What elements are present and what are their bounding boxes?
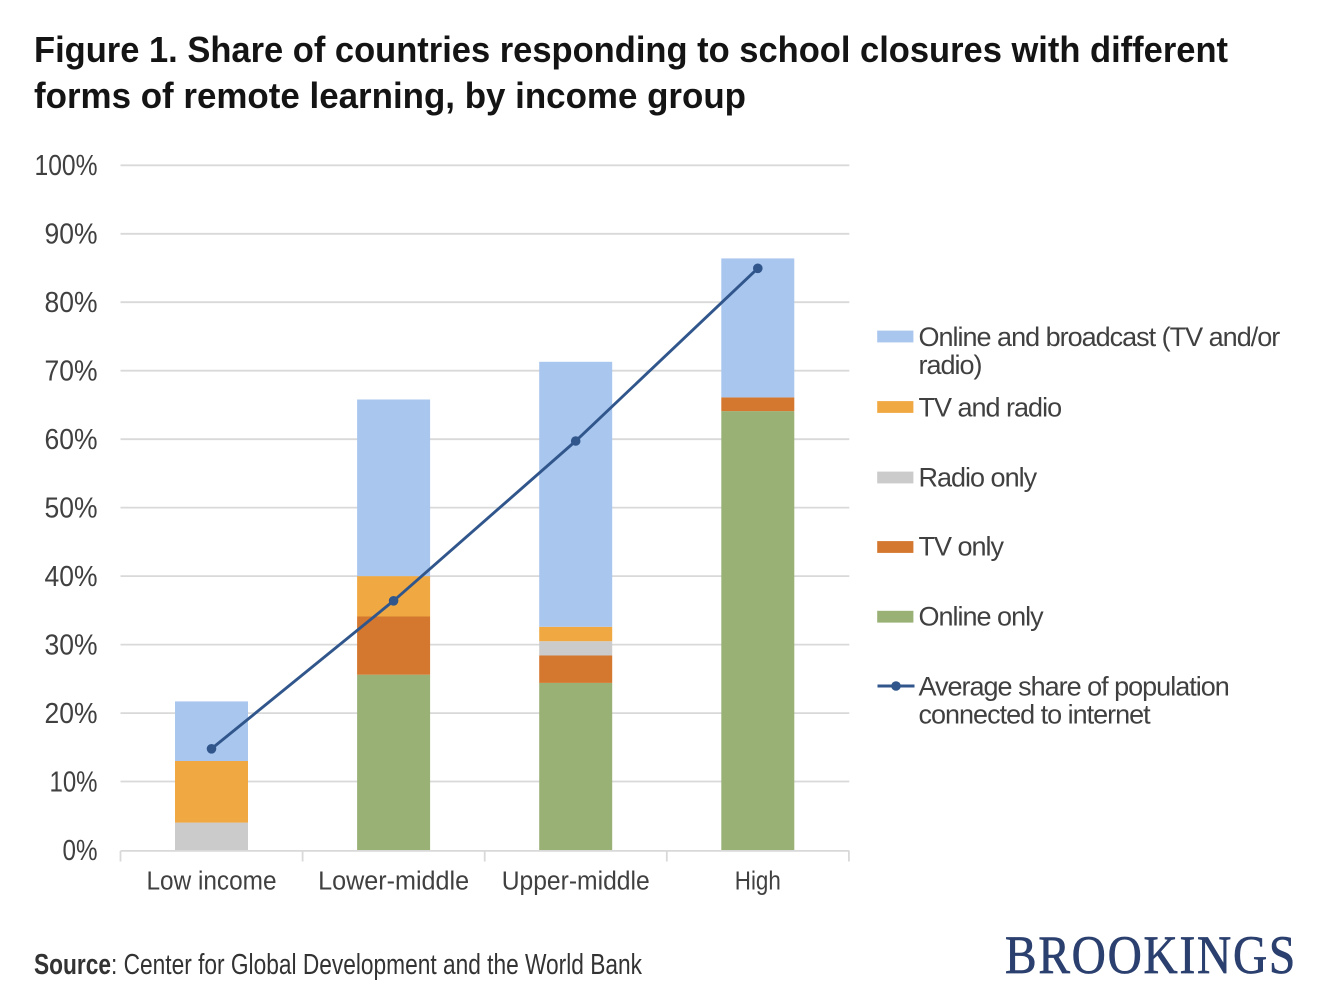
svg-text:70%: 70% [45, 356, 98, 388]
svg-text:Source: Center for Global Deve: Source: Center for Global Development an… [34, 949, 642, 981]
svg-text:High: High [735, 868, 781, 896]
svg-text:Lower-middle: Lower-middle [318, 868, 469, 896]
svg-text:TV and radio: TV and radio [919, 392, 1062, 422]
svg-text:BROOKINGS: BROOKINGS [1005, 925, 1297, 985]
svg-text:Figure 1. Share of countries r: Figure 1. Share of countries responding … [34, 29, 1228, 70]
svg-text:Online only: Online only [919, 602, 1045, 632]
svg-text:Low income: Low income [147, 868, 277, 896]
svg-text:Radio only: Radio only [919, 462, 1038, 492]
svg-text:Average share of population: Average share of population [919, 671, 1229, 701]
svg-text:100%: 100% [35, 150, 98, 182]
svg-text:30%: 30% [45, 630, 98, 662]
svg-text:80%: 80% [45, 287, 98, 319]
svg-text:radio): radio) [919, 350, 982, 380]
svg-text:60%: 60% [45, 424, 98, 456]
svg-text:20%: 20% [45, 698, 98, 730]
svg-text:40%: 40% [45, 561, 98, 593]
svg-text:TV only: TV only [919, 532, 1005, 562]
svg-text:0%: 0% [63, 835, 98, 867]
svg-text:50%: 50% [45, 493, 98, 525]
svg-text:forms of remote learning, by i: forms of remote learning, by income grou… [34, 75, 746, 116]
svg-text:10%: 10% [50, 766, 98, 798]
svg-text:connected to internet: connected to internet [919, 700, 1152, 730]
svg-text:Upper-middle: Upper-middle [502, 868, 650, 896]
svg-text:Online and broadcast (TV and/o: Online and broadcast (TV and/or [919, 322, 1281, 352]
svg-text:90%: 90% [45, 219, 98, 251]
